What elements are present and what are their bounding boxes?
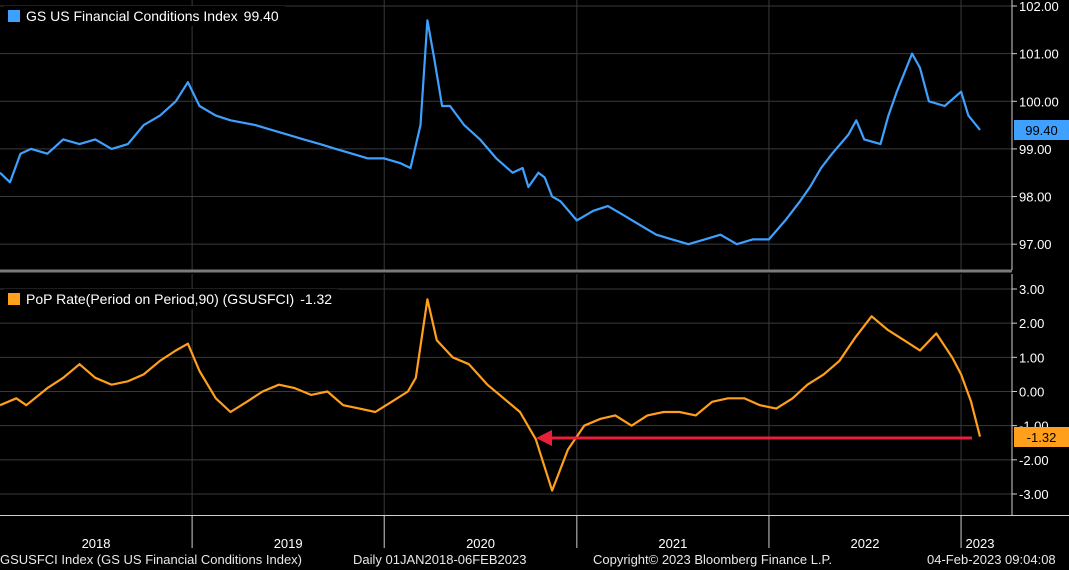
arrow-head [536, 430, 552, 446]
bottom-panel-gridlines [0, 288, 1012, 495]
top-y-axis-ticks: 102.00 101.00 100.00 99.00 98.00 97.00 [1012, 0, 1059, 252]
top-legend-swatch [8, 10, 20, 22]
x-axis-ticks: 2018 2019 2020 2021 2022 2023 [82, 515, 995, 551]
annotation-arrow [536, 430, 972, 446]
bottom-legend-label: PoP Rate(Period on Period,90) (GSUSFCI) [26, 291, 295, 307]
bottom-last-value: -1.32 [1026, 429, 1057, 445]
pop-rate-series-line [0, 298, 982, 492]
x-tick-label: 2023 [966, 536, 995, 551]
bottom-y-tick-label: -3.00 [1019, 487, 1049, 502]
top-y-tick-label: 99.00 [1019, 142, 1052, 157]
bottom-legend: PoP Rate(Period on Period,90) (GSUSFCI) … [4, 289, 339, 309]
bottom-y-tick-label: 0.00 [1019, 385, 1044, 400]
footer-ticker: GSUSFCI Index (GS US Financial Condition… [0, 552, 303, 567]
bottom-last-value-badge: -1.32 [1014, 427, 1069, 447]
top-panel-gridlines [0, 5, 1012, 245]
x-tick-label: 2020 [466, 536, 495, 551]
top-y-tick-label: 97.00 [1019, 237, 1052, 252]
x-tick-label: 2018 [82, 536, 111, 551]
x-tick-label: 2022 [851, 536, 880, 551]
x-tick-label: 2019 [274, 536, 303, 551]
bottom-y-tick-label: 2.00 [1019, 316, 1044, 331]
year-gridlines [191, 0, 962, 515]
bottom-y-axis-ticks: 3.002.001.000.00-1.00-2.00-3.00 [1012, 282, 1049, 502]
top-legend-label: GS US Financial Conditions Index [26, 8, 238, 24]
top-y-tick-label: 101.00 [1019, 47, 1059, 62]
bottom-legend-swatch [8, 293, 20, 305]
footer-timestamp: 04-Feb-2023 09:04:08 [927, 552, 1056, 567]
x-tick-label: 2021 [658, 536, 687, 551]
footer-copyright: Copyright© 2023 Bloomberg Finance L.P. [593, 552, 833, 567]
bottom-y-tick-label: 3.00 [1019, 282, 1044, 297]
bottom-legend-value: -1.32 [300, 291, 333, 307]
footer-range: Daily 01JAN2018-06FEB2023 [353, 552, 527, 567]
top-last-value-badge: 99.40 [1014, 120, 1069, 140]
fci-series-line [0, 19, 981, 246]
bottom-y-tick-label: 1.00 [1019, 350, 1044, 365]
top-legend-value: 99.40 [243, 8, 279, 24]
bottom-y-tick-label: -2.00 [1019, 453, 1049, 468]
top-y-tick-label: 100.00 [1019, 94, 1059, 109]
top-last-value: 99.40 [1025, 122, 1058, 138]
top-y-tick-label: 98.00 [1019, 190, 1052, 205]
top-legend: GS US Financial Conditions Index 99.40 [4, 6, 285, 26]
top-y-tick-label: 102.00 [1019, 0, 1059, 14]
